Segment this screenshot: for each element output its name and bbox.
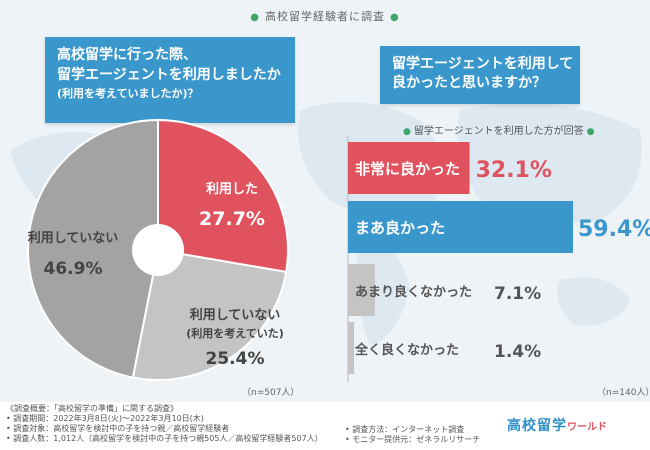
footer: 《調査概要：「高校留学の準備」に関する調査》 • 調査期間：2022年3月8日(… [0, 402, 650, 450]
question-2-line-1: 留学エージェントを利用して [392, 56, 574, 72]
bar-value-not-very-good: 7.1% [494, 284, 541, 304]
bullet-dot-icon: ● [586, 127, 595, 137]
question-2-line-2: 良かったと思いますか？ [392, 75, 546, 91]
question-1-box: 高校留学に行った際、 留学エージェントを利用しましたか (利用を考えていましたか… [45, 37, 295, 123]
header-title: 高校留学経験者に調査 [265, 10, 385, 23]
bar-n-note: （n=140人） [597, 388, 650, 398]
pie-value-not-used: 46.9% [44, 259, 103, 279]
bar-value-somewhat-good: 59.4% [578, 217, 650, 242]
pie-slice-not-used [27, 118, 159, 379]
bar-label-not-good-at-all: 全く良くなかった [354, 342, 459, 358]
question-1-line-2: 留学エージェントを利用しましたか [57, 67, 281, 83]
bar-value-not-good-at-all: 1.4% [494, 342, 541, 362]
footer-count: • 調査人数：1,012人（高校留学を検討中の子を持つ親505人／高校留学経験者… [6, 434, 323, 443]
bar-not-very-good [348, 264, 375, 316]
logo-main: 高校留学 [507, 418, 567, 434]
footer-target: • 調査対象：高校留学を検討中の子を持つ親／高校留学経験者 [6, 424, 230, 433]
pie-label-not-used-considered: 利用していない [190, 307, 281, 323]
bullet-dot-icon: ● [390, 12, 400, 23]
pie-slice-not-used-considered [131, 248, 288, 381]
question-1-line-3: (利用を考えていましたか)？ [57, 87, 199, 100]
bar-somewhat-good [348, 201, 573, 253]
survey-header: ● 高校留学経験者に調査 ● [245, 8, 404, 24]
bar-value-very-good: 32.1% [476, 158, 552, 183]
logo-sub: ワールド [567, 422, 607, 433]
bullet-dot-icon: ● [250, 12, 260, 23]
footer-provider: • モニター提供元：ゼネラルリサーチ [345, 435, 481, 444]
pie-value-used: 27.7% [199, 208, 265, 230]
bar-caption-text: 留学エージェントを利用した方が回答 [413, 126, 584, 137]
pie-center-hole [132, 224, 184, 276]
pie-label-used: 利用した [206, 181, 258, 197]
pie-n-note: （n=507人） [242, 388, 300, 398]
bar-label-not-very-good: あまり良くなかった [355, 284, 472, 300]
footer-overview: 《調査概要：「高校留学の準備」に関する調査》 [6, 404, 178, 413]
bar-label-somewhat-good: まあ良かった [355, 219, 445, 237]
pie-value-not-used-considered: 25.4% [206, 349, 265, 369]
footer-period: • 調査期間：2022年3月8日(火)～2022年3月10日(木) [6, 414, 204, 423]
question-1-line-1: 高校留学に行った際、 [57, 47, 197, 63]
bar-very-good [348, 142, 470, 194]
pie-sublabel-not-used-considered: (利用を考えていた) [186, 326, 284, 340]
pie-slice-used [157, 118, 289, 274]
brand-logo: 高校留学ワールド [507, 415, 607, 435]
bar-label-very-good: 非常に良かった [355, 160, 460, 178]
bar-not-good-at-all [348, 322, 354, 374]
bullet-dot-icon: ● [403, 127, 411, 137]
pie-label-not-used: 利用していない [28, 230, 119, 246]
bar-caption: ● 留学エージェントを利用した方が回答 ● [400, 122, 598, 137]
footer-survey-method: • 調査方法：インターネット調査 • モニター提供元：ゼネラルリサーチ [345, 425, 480, 445]
question-2-box: 留学エージェントを利用して 良かったと思いますか？ [380, 46, 580, 104]
footer-method: • 調査方法：インターネット調査 [345, 425, 465, 434]
footer-survey-overview: 《調査概要：「高校留学の準備」に関する調査》 • 調査期間：2022年3月8日(… [6, 404, 323, 444]
